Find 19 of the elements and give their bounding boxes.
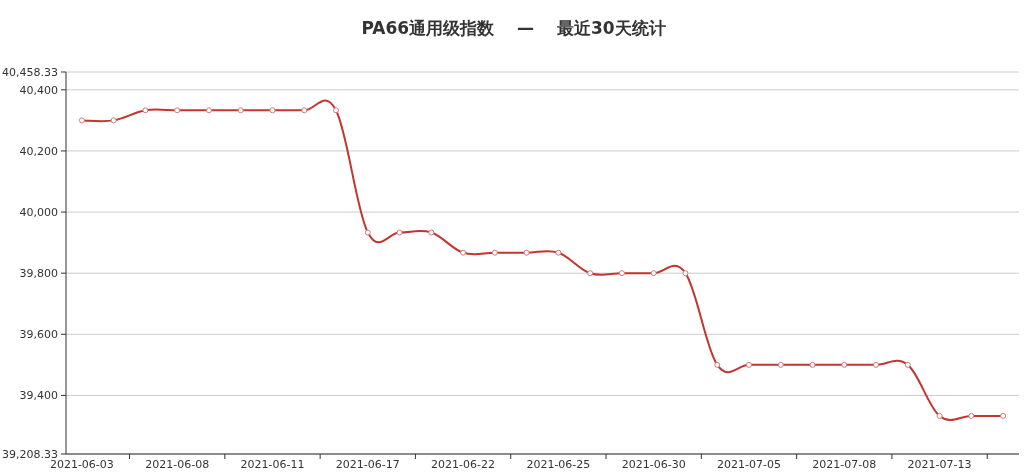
y-tick-label: 39,208.33 [2, 448, 58, 461]
x-tick-label: 2021-06-22 [431, 458, 496, 471]
x-tick-label: 2021-06-30 [621, 458, 686, 471]
y-tick-label: 40,458.33 [2, 66, 58, 79]
y-tick-label: 39,800 [19, 267, 58, 281]
x-tick-label: 2021-06-03 [49, 458, 114, 471]
y-tick-label: 40,000 [19, 206, 58, 220]
x-tick-label: 2021-07-13 [907, 458, 972, 471]
chart-title: PA66通用级指数 — 最近30天统计 [361, 18, 666, 38]
y-tick-label: 40,400 [19, 83, 58, 97]
x-tick-label: 2021-07-05 [717, 458, 781, 471]
x-tick-label: 2021-06-25 [526, 458, 591, 471]
x-tick-label: 2021-06-11 [240, 458, 305, 471]
y-tick-label: 39,600 [19, 328, 58, 342]
y-tick-label: 39,400 [19, 389, 58, 403]
x-tick-label: 2021-06-17 [335, 458, 400, 471]
x-tick-label: 2021-06-08 [145, 458, 210, 471]
x-tick-label: 2021-07-08 [812, 458, 877, 471]
y-tick-label: 40,200 [19, 144, 58, 158]
